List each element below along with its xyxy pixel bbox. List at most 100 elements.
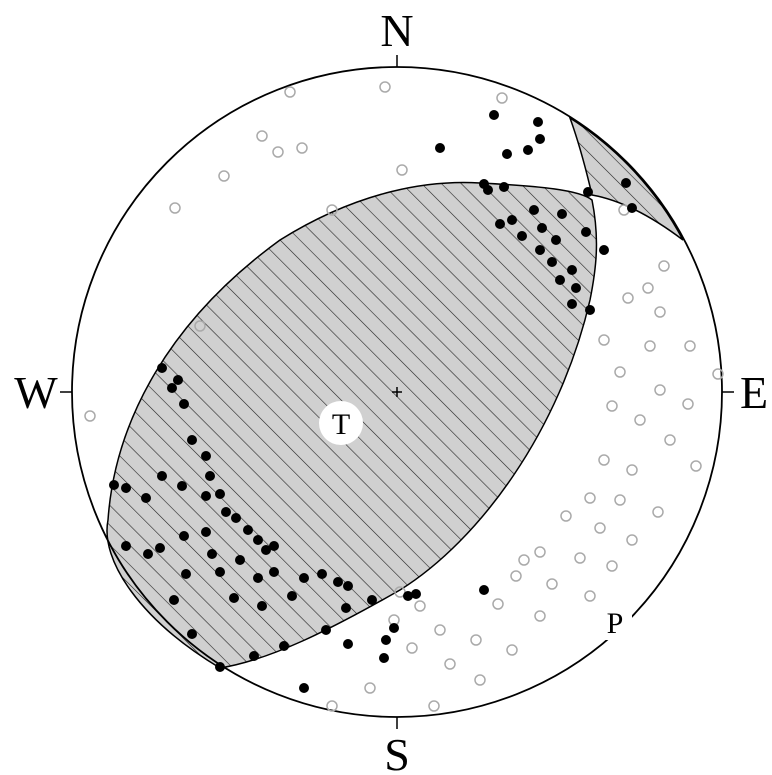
polarity-point [434, 624, 446, 636]
polarity-point [249, 651, 259, 661]
polarity-point [287, 591, 297, 601]
polarity-point [169, 202, 181, 214]
polarity-point [215, 489, 225, 499]
polarity-point [492, 598, 504, 610]
polarity-point [581, 227, 591, 237]
polarity-point [121, 541, 131, 551]
polarity-point [614, 494, 626, 506]
polarity-point [389, 623, 399, 633]
polarity-point [534, 546, 546, 558]
polarity-point [343, 581, 353, 591]
polarity-point [269, 541, 279, 551]
polarity-point [535, 245, 545, 255]
polarity-point [535, 134, 545, 144]
polarity-point [644, 340, 656, 352]
polarity-point [523, 145, 533, 155]
polarity-point [299, 573, 309, 583]
polarity-point [207, 549, 217, 559]
polarity-point [583, 187, 593, 197]
polarity-point [179, 531, 189, 541]
polarity-point [574, 552, 586, 564]
polarity-point [594, 522, 606, 534]
polarity-point [173, 375, 183, 385]
polarity-point [179, 399, 189, 409]
polarity-point [658, 260, 670, 272]
polarity-point [474, 674, 486, 686]
polarity-point [642, 282, 654, 294]
polarity-point [560, 510, 572, 522]
polarity-point [201, 527, 211, 537]
polarity-point [489, 110, 499, 120]
polarity-point [367, 595, 377, 605]
polarity-point [606, 560, 618, 572]
polarity-point [510, 570, 522, 582]
polarity-point [326, 204, 338, 216]
polarity-point [403, 591, 413, 601]
polarity-point [218, 170, 230, 182]
polarity-point [599, 245, 609, 255]
polarity-point [627, 203, 637, 213]
polarity-point [654, 384, 666, 396]
polarity-point [343, 639, 353, 649]
polarity-point [272, 146, 284, 158]
polarity-point [261, 545, 271, 555]
polarity-point [201, 491, 211, 501]
polarity-point [585, 305, 595, 315]
polarity-point [606, 400, 618, 412]
polarity-point [121, 483, 131, 493]
polarity-point [547, 257, 557, 267]
polarity-point [664, 434, 676, 446]
polarity-point [507, 215, 517, 225]
polarity-point [169, 595, 179, 605]
polarity-point [235, 555, 245, 565]
polarity-point [499, 182, 509, 192]
polarity-point [205, 471, 215, 481]
polarity-point [333, 577, 343, 587]
polarity-point [157, 363, 167, 373]
polarity-point [428, 700, 440, 712]
polarity-point [269, 567, 279, 577]
polarity-point [194, 320, 206, 332]
polarity-point [654, 306, 666, 318]
polarity-point [187, 629, 197, 639]
polarity-point [621, 178, 631, 188]
east-label: E [740, 367, 768, 418]
polarity-point [598, 454, 610, 466]
polarity-point [321, 625, 331, 635]
polarity-point [221, 507, 231, 517]
polarity-point [187, 435, 197, 445]
polarity-point [299, 683, 309, 693]
polarity-point [502, 149, 512, 159]
t-axis-label: T [332, 408, 350, 441]
polarity-point [435, 143, 445, 153]
polarity-point [626, 534, 638, 546]
polarity-point [622, 292, 634, 304]
polarity-point [614, 366, 626, 378]
polarity-point [396, 164, 408, 176]
polarity-point [534, 610, 546, 622]
polarity-point [567, 299, 577, 309]
p-axis-label: P [607, 607, 624, 640]
polarity-point [317, 569, 327, 579]
polarity-point [414, 600, 426, 612]
polarity-point [598, 334, 610, 346]
polarity-point [518, 554, 530, 566]
polarity-point [555, 275, 565, 285]
polarity-point [652, 506, 664, 518]
polarity-point [279, 641, 289, 651]
polarity-point [634, 414, 646, 426]
polarity-point [215, 662, 225, 672]
polarity-point [229, 593, 239, 603]
polarity-point [496, 92, 508, 104]
polarity-point [470, 634, 482, 646]
polarity-point [167, 383, 177, 393]
polarity-point [712, 368, 724, 380]
polarity-point [109, 480, 119, 490]
polarity-point [444, 658, 456, 670]
polarity-point [479, 585, 489, 595]
polarity-point [253, 573, 263, 583]
polarity-point [257, 601, 267, 611]
polarity-point [364, 682, 376, 694]
polarity-point [626, 464, 638, 476]
